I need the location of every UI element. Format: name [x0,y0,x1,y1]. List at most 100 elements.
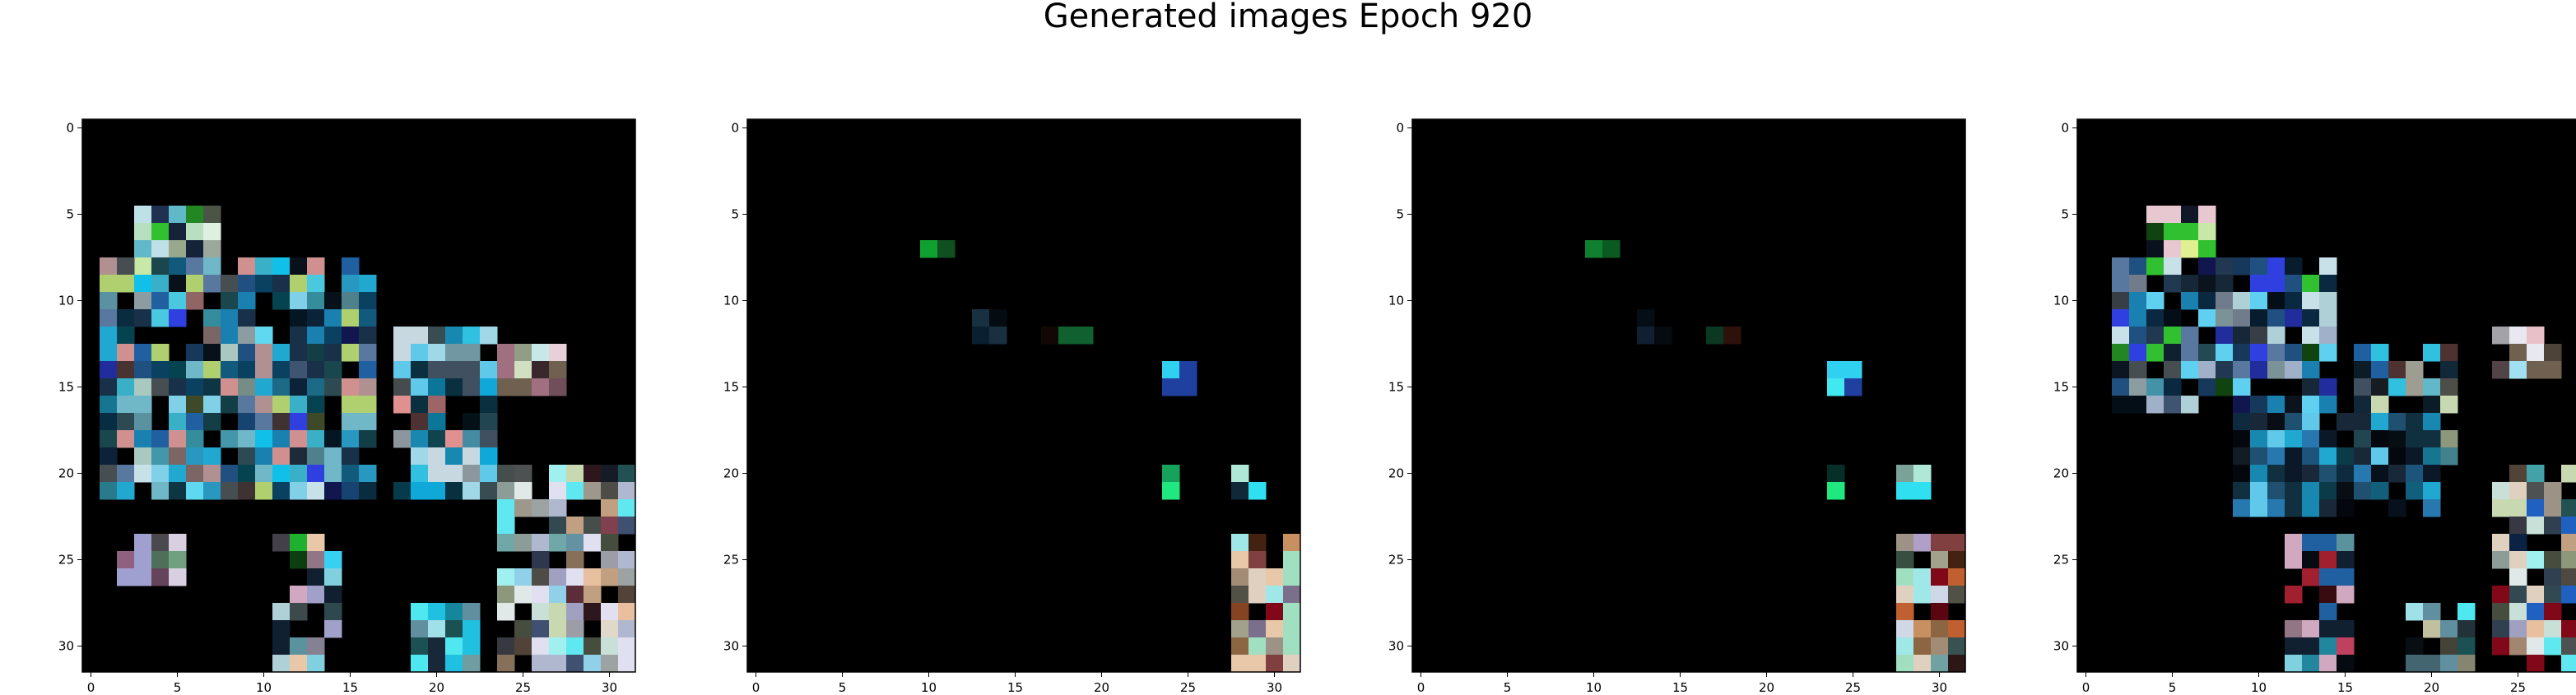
pixel-cell [1637,309,1655,327]
pixel-cell [2509,551,2527,569]
pixel-cell [203,344,221,362]
pixel-cell [100,275,118,293]
pixel-cell [272,396,291,414]
pixel-cell [342,292,360,310]
pixel-cell [549,637,567,656]
pixel-cell [566,568,584,586]
y-tick-label: 0 [731,121,739,136]
y-tick-label: 0 [1396,121,1404,136]
x-tick-label: 5 [839,680,847,695]
pixel-cell [2440,361,2458,379]
pixel-cell [307,568,325,586]
pixel-cell [411,637,429,656]
pixel-cell [169,413,187,431]
pixel-cell [1706,327,1724,345]
pixel-cell [324,430,342,448]
pixel-cell [1248,620,1267,638]
pixel-cell [2112,361,2130,379]
figure-title: Generated images Epoch 920 [1043,0,1533,35]
pixel-cell [221,378,239,396]
pixel-cell [290,361,308,379]
pixel-cell [393,344,412,362]
pixel-cell [428,603,446,621]
pixel-cell [2285,257,2303,276]
axes-frame [2076,118,2576,673]
pixel-cell [2509,637,2527,656]
image-panel-2: 0 5 10 15 20 25 30 0 5 10 15 20 25 30 [723,118,1301,695]
pixel-cell [342,327,360,345]
pixel-cell [2423,447,2441,466]
x-tick-label: 0 [1417,680,1425,695]
pixel-cell [1896,603,1914,621]
pixel-cell [203,223,221,241]
pixel-cell [463,603,481,621]
pixel-cell [428,430,446,448]
pixel-cell [480,413,498,431]
pixel-cell [2216,275,2234,293]
pixel-cell [1585,240,1603,258]
x-tick-label: 20 [2424,680,2439,695]
pixel-cell [1931,586,1949,604]
pixel-cell [2233,465,2251,483]
pixel-cell [2267,447,2285,466]
pixel-cell [411,620,429,638]
pixel-cell [272,344,291,362]
pixel-cell [1266,620,1284,638]
pixel-cell [463,378,481,396]
pixel-cell [238,309,256,327]
pixel-cell [2216,292,2234,310]
pixel-cell [2561,499,2576,517]
pixel-cell [1896,655,1914,673]
pixel-cell [2233,257,2251,276]
pixel-cell [2267,292,2285,310]
y-tick-label: 15 [723,380,739,395]
x-tick-label: 25 [515,680,531,695]
pixel-cell [2527,655,2545,673]
pixel-cell [1931,620,1949,638]
pixel-cell [169,447,187,466]
y-tick-label: 15 [1388,380,1404,395]
pixel-cell [1948,551,1966,569]
pixel-cell [549,534,567,552]
pixel-cell [411,378,429,396]
pixel-cell [445,620,463,638]
pixel-cell [1637,327,1655,345]
pixel-cell [2181,396,2199,414]
pixel-cell [359,292,377,310]
pixel-cell [238,292,256,310]
pixel-cell [2319,586,2337,604]
pixel-cell [2561,637,2576,656]
y-tick-label: 20 [723,466,739,481]
pixel-cell [2440,378,2458,396]
pixel-cell [2112,344,2130,362]
pixel-cell [2302,534,2320,552]
pixel-cell [2250,292,2268,310]
pixel-cell [151,206,170,224]
pixel-cell [342,344,360,362]
pixel-cell [2233,378,2251,396]
pixel-cell [497,344,515,362]
pixel-cell [186,206,204,224]
pixel-cell [1913,655,1932,673]
pixel-cell [255,396,273,414]
pixel-cell [1896,551,1914,569]
pixel-cell [2561,465,2576,483]
pixel-cell [272,465,291,483]
pixel-cell [1931,534,1949,552]
pixel-cell [428,327,446,345]
pixel-cell [100,413,118,431]
y-tick-label: 5 [1396,207,1404,222]
pixel-cell [2527,620,2545,638]
pixel-cell [2302,430,2320,448]
pixel-cell [463,447,481,466]
pixel-cell [463,413,481,431]
pixel-cell [514,499,532,517]
x-tick-label: 15 [342,680,358,695]
pixel-cell [342,275,360,293]
pixel-cell [411,482,429,500]
pixel-cell [169,551,187,569]
pixel-cell [2423,620,2441,638]
pixel-cell [1948,620,1966,638]
pixel-cell [117,275,135,293]
pixel-cell [2423,430,2441,448]
